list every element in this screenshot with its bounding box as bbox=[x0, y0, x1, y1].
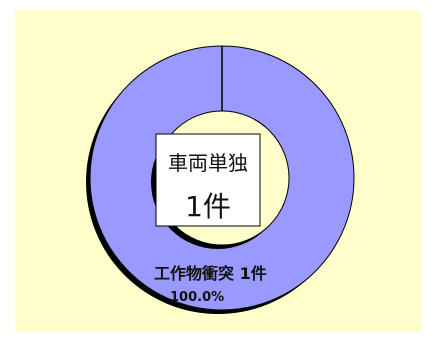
center-category-label: 車両単独 bbox=[168, 151, 248, 175]
slice-label-0: 工作物衝突 1件 bbox=[154, 264, 267, 283]
center-count-label: 1件 bbox=[185, 190, 231, 223]
center-label-box bbox=[155, 133, 261, 227]
slice-percent-0: 100.0% bbox=[170, 290, 224, 305]
